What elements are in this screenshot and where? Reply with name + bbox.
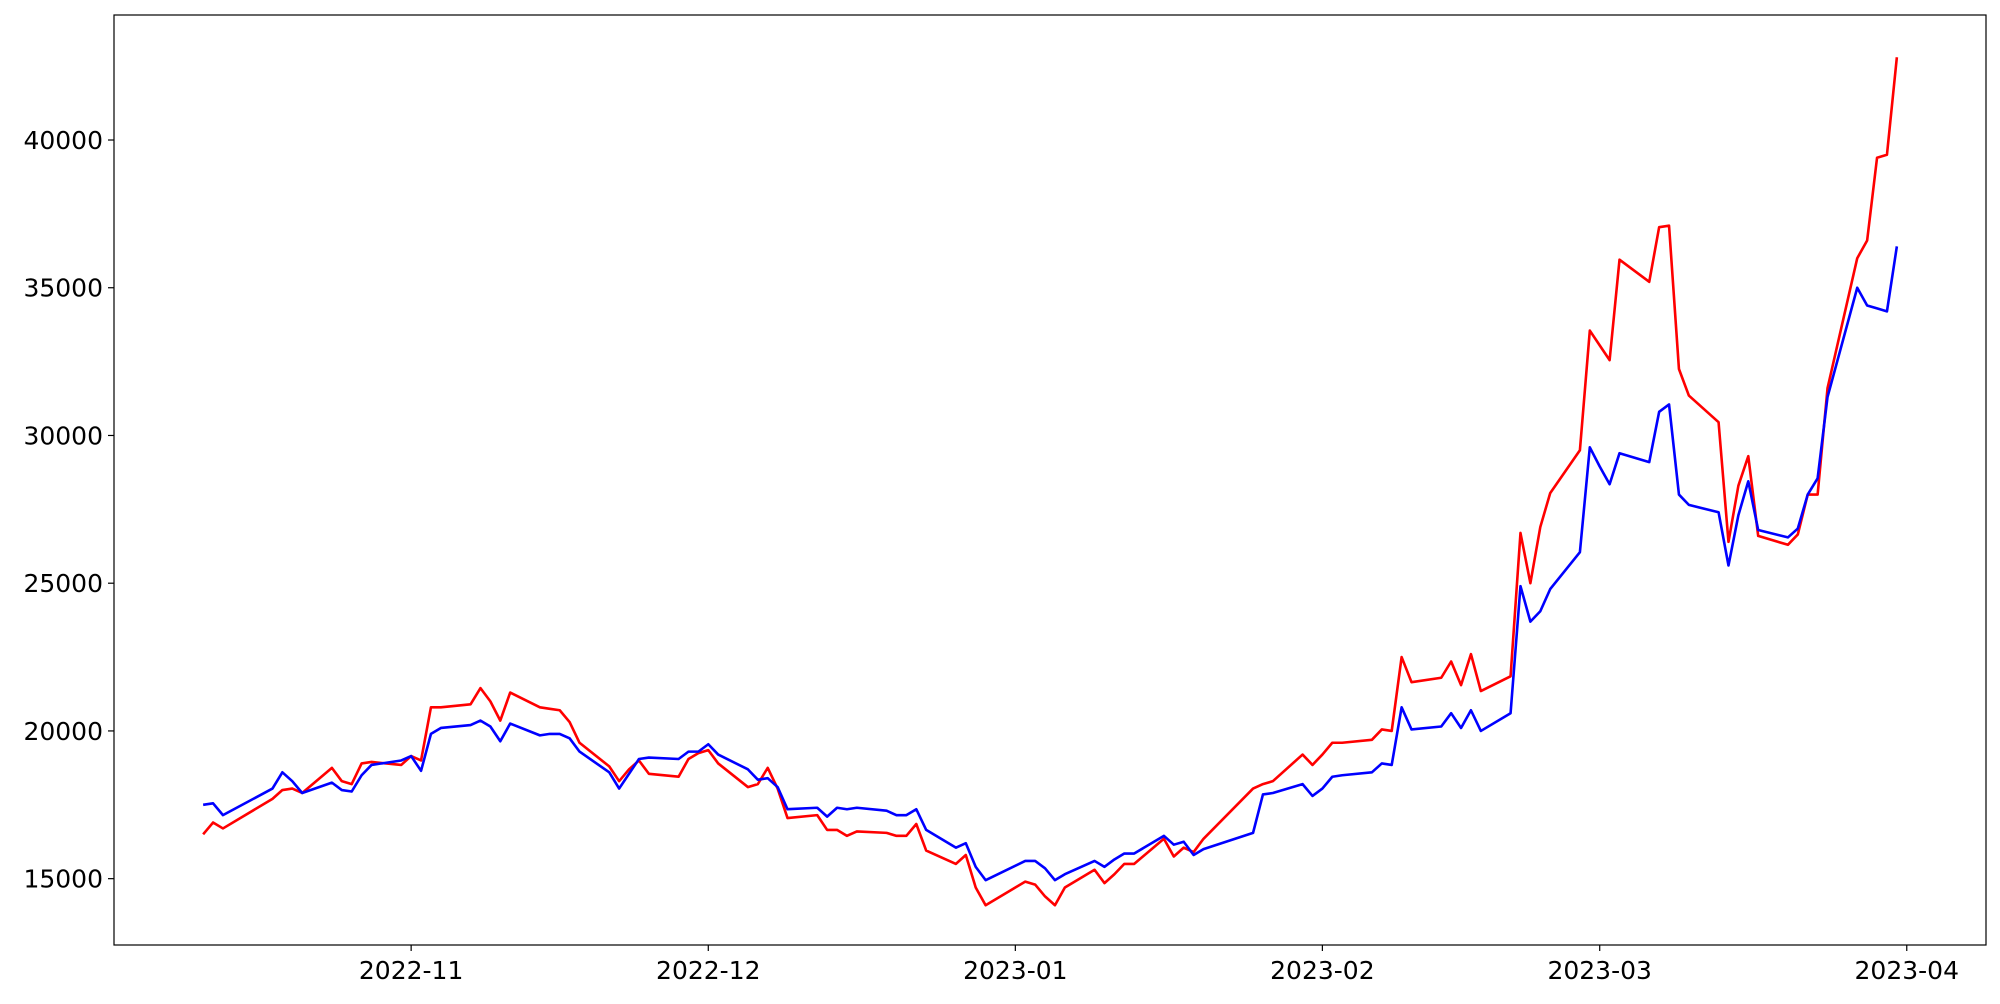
x-tick-label: 2022-11 bbox=[359, 956, 463, 985]
line-series bbox=[202, 246, 1899, 882]
y-tick-label: 30000 bbox=[23, 421, 103, 450]
x-tick-label: 2022-12 bbox=[656, 956, 760, 985]
y-tick-label: 15000 bbox=[23, 865, 103, 894]
y-tick-label: 35000 bbox=[23, 274, 103, 303]
line-series bbox=[202, 57, 1899, 907]
plot-frame bbox=[113, 14, 1987, 946]
y-tick-label: 20000 bbox=[23, 717, 103, 746]
x-tick-label: 2023-04 bbox=[1855, 956, 1959, 985]
x-tick-label: 2023-01 bbox=[963, 956, 1067, 985]
x-tick-label: 2023-02 bbox=[1270, 956, 1374, 985]
y-tick-label: 25000 bbox=[23, 569, 103, 598]
x-tick-label: 2023-03 bbox=[1547, 956, 1651, 985]
y-tick-label: 40000 bbox=[23, 126, 103, 155]
